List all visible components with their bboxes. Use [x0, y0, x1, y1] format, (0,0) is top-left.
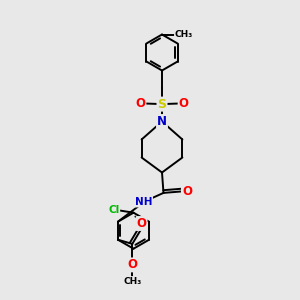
Text: O: O — [135, 97, 146, 110]
Text: O: O — [136, 217, 147, 230]
Text: NH: NH — [135, 196, 152, 207]
Text: CH₃: CH₃ — [123, 277, 141, 286]
Text: N: N — [157, 115, 167, 128]
Text: Cl: Cl — [108, 205, 119, 215]
Text: CH₃: CH₃ — [175, 30, 193, 39]
Text: O: O — [182, 185, 192, 198]
Text: O: O — [127, 258, 137, 272]
Text: O: O — [178, 97, 189, 110]
Text: S: S — [158, 98, 166, 111]
